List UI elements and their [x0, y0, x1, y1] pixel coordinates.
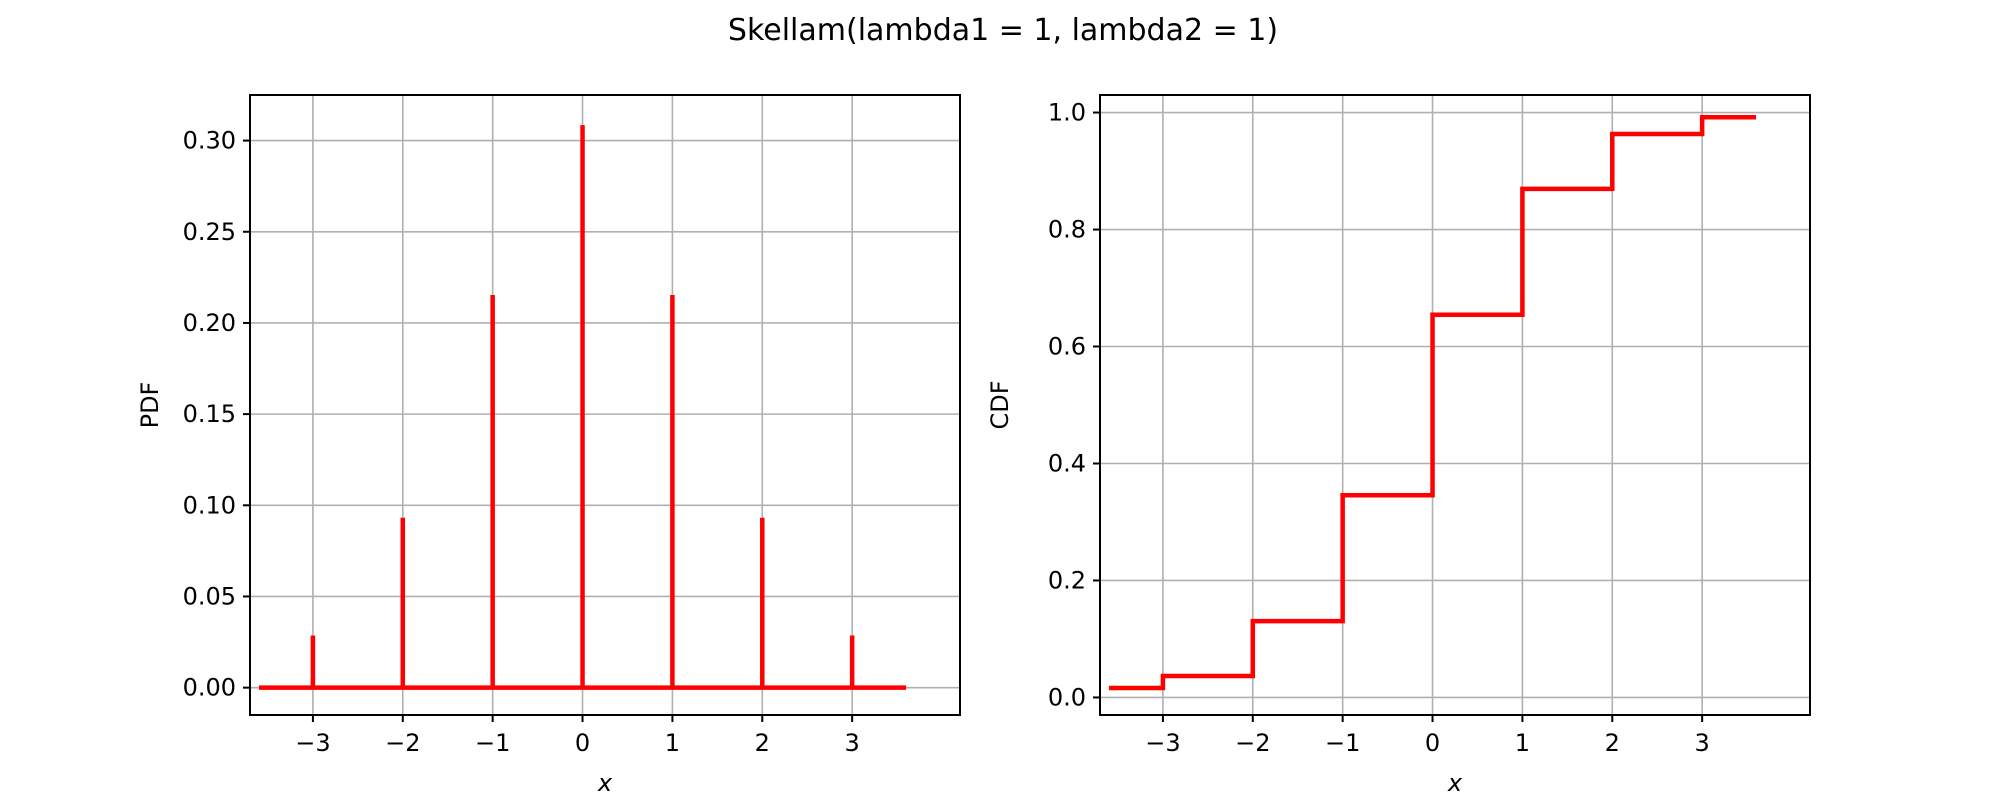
cdf-x-tick-label: −2: [1235, 729, 1270, 757]
cdf-y-tick-label: 0.4: [1048, 449, 1086, 477]
pdf-y-tick-label: 0.00: [183, 674, 236, 702]
cdf-x-tick-label: −1: [1325, 729, 1360, 757]
pdf-grid: [250, 95, 960, 715]
pdf-x-axis-label: x: [597, 769, 613, 797]
pdf-plot-area: [258, 125, 907, 690]
figure-title: Skellam(lambda1 = 1, lambda2 = 1): [728, 13, 1278, 48]
cdf-x-ticks: −3 −2 −1 0 1 2 3: [1145, 715, 1710, 757]
pdf-x-tick-label: −3: [295, 729, 330, 757]
cdf-x-tick-label: 2: [1605, 729, 1620, 757]
pdf-x-tick-label: −1: [475, 729, 510, 757]
cdf-y-tick-label: 0.8: [1048, 216, 1086, 244]
pdf-y-tick-label: 0.15: [183, 400, 236, 428]
pdf-x-tick-label: 3: [845, 729, 860, 757]
pdf-x-tick-label: −2: [385, 729, 420, 757]
pdf-y-axis-label: PDF: [136, 382, 164, 429]
cdf-y-ticks: 0.0 0.2 0.4 0.6 0.8 1.0: [1048, 99, 1100, 711]
cdf-y-tick-label: 0.6: [1048, 333, 1086, 361]
cdf-x-tick-label: 3: [1695, 729, 1710, 757]
cdf-x-axis-label: x: [1447, 769, 1463, 797]
pdf-x-ticks: −3 −2 −1 0 1 2 3: [295, 715, 860, 757]
cdf-x-tick-label: 0: [1425, 729, 1440, 757]
cdf-x-tick-label: 1: [1515, 729, 1530, 757]
cdf-grid: [1100, 95, 1810, 715]
pdf-subplot: −3 −2 −1 0 1 2 3 0.000.050.100.150.200.250.30 …: [136, 94, 961, 797]
pdf-y-tick-label: 0.10: [183, 491, 236, 519]
pdf-y-tick-label: 0.25: [183, 218, 236, 246]
cdf-y-axis-label: CDF: [986, 380, 1014, 429]
cdf-step-line: [1108, 115, 1757, 691]
pdf-x-tick-label: 0: [575, 729, 590, 757]
cdf-y-tick-label: 0.2: [1048, 566, 1086, 594]
pdf-x-tick-label: 1: [665, 729, 680, 757]
pdf-x-tick-label: 2: [755, 729, 770, 757]
pdf-y-tick-label: 0.20: [183, 309, 236, 337]
cdf-y-tick-label: 0.0: [1048, 683, 1086, 711]
cdf-y-tick-label: 1.0: [1048, 99, 1086, 127]
pdf-axes-frame: [249, 94, 961, 716]
cdf-subplot: −3 −2 −1 0 1 2 3 0.0 0.2 0.4 0.6 0.8 1.0 x CDF: [986, 94, 1811, 797]
cdf-x-tick-label: −3: [1145, 729, 1180, 757]
cdf-axes-frame: [1099, 94, 1811, 716]
cdf-plot-area: [1108, 115, 1757, 691]
pdf-y-tick-label: 0.05: [183, 582, 236, 610]
pdf-y-ticks: 0.00 0.05 0.10 0.15 0.20 0.25 0.30: [183, 127, 250, 702]
pdf-y-tick-label: 0.30: [183, 127, 236, 155]
